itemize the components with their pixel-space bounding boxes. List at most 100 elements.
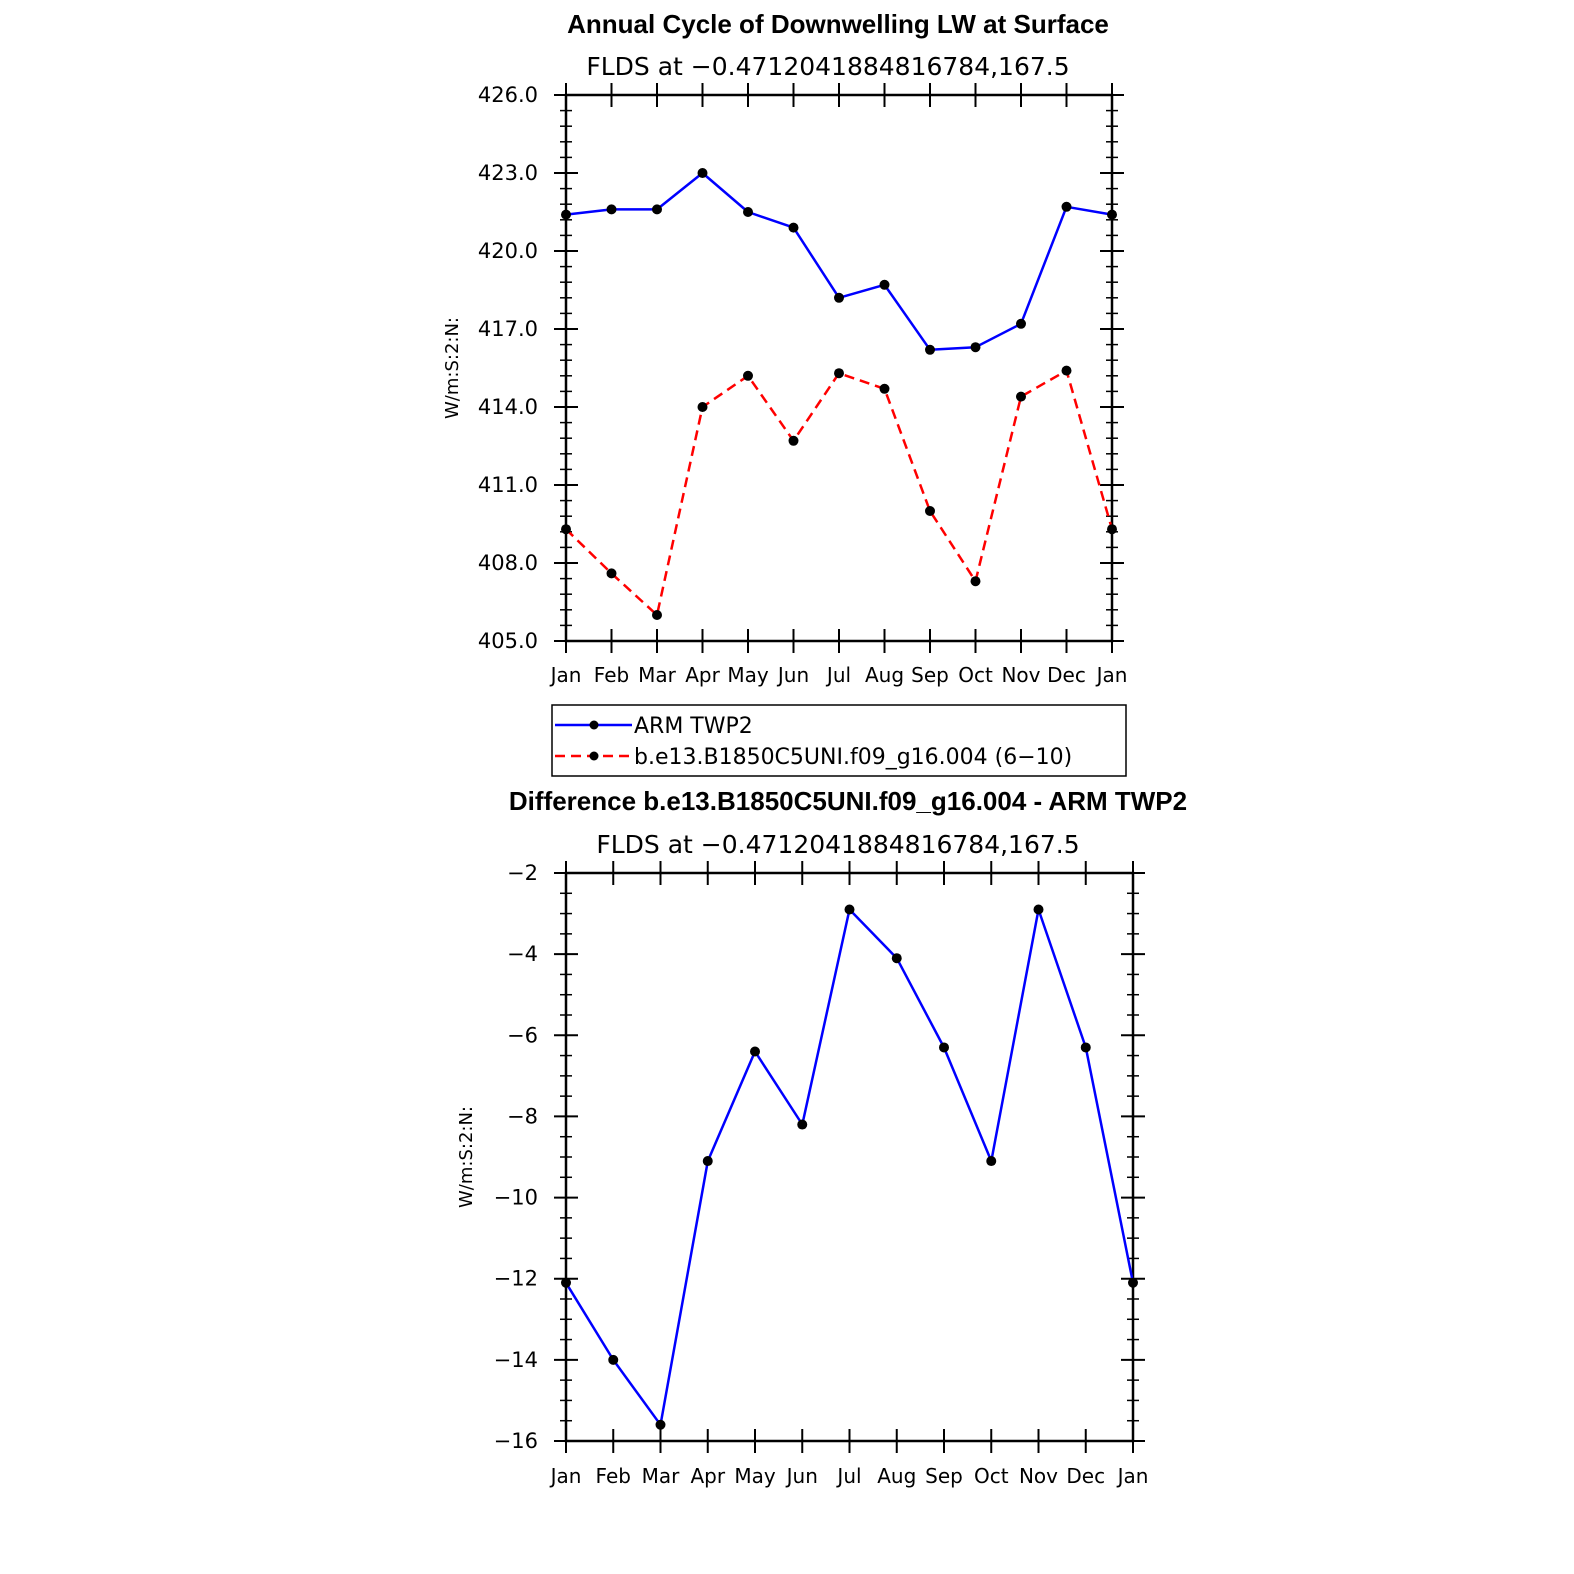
y-tick-label: 417.0 — [478, 317, 538, 341]
data-point-0-6 — [844, 904, 855, 915]
y-tick-label: 411.0 — [478, 473, 538, 497]
data-point-0-9 — [970, 342, 981, 353]
data-point-0-3 — [697, 168, 708, 178]
data-point-0-6 — [834, 292, 844, 303]
x-tick-label-jan: Jan — [1095, 663, 1128, 687]
data-point-0-2 — [655, 1419, 666, 1430]
x-tick-label-may: May — [734, 1464, 776, 1488]
data-point-0-7 — [879, 279, 890, 290]
x-tick-label-mar: Mar — [642, 1464, 681, 1488]
x-tick-label-jun: Jun — [776, 663, 809, 687]
data-point-0-5 — [797, 1119, 808, 1130]
x-tick-label-jan: Jan — [549, 663, 582, 687]
legend-label-model: b.e13.B1850C5UNI.f09_g16.004 (6−10) — [634, 745, 1072, 770]
x-tick-label-jul: Jul — [835, 1464, 861, 1488]
legend-box — [551, 704, 1127, 777]
data-point-0-8 — [925, 344, 935, 355]
data-point-0-3 — [702, 1156, 713, 1167]
x-tick-label-aug: Aug — [865, 663, 904, 687]
y-tick-label: −6 — [507, 1023, 538, 1047]
data-point-0-0 — [561, 1277, 571, 1288]
x-tick-label-apr: Apr — [690, 1464, 725, 1488]
x-tick-label-may: May — [727, 663, 769, 687]
data-point-0-2 — [652, 204, 662, 215]
x-tick-label-feb: Feb — [596, 1464, 631, 1488]
data-point-0-11 — [1061, 201, 1072, 212]
top-chart-series — [561, 168, 1117, 620]
data-point-1-11 — [1061, 365, 1072, 376]
x-tick-label-jan: Jan — [1116, 1464, 1149, 1488]
data-point-1-5 — [788, 435, 799, 446]
x-tick-label-dec: Dec — [1066, 1464, 1105, 1488]
data-point-0-11 — [1080, 1042, 1091, 1053]
y-tick-label: 405.0 — [478, 629, 538, 653]
data-point-0-1 — [608, 1354, 619, 1365]
bottom-chart-series — [561, 904, 1138, 1430]
top-chart-axes: 405.0 408.0 411.0 414.0 417.0 420.0 423.0 426.0… — [478, 83, 1128, 687]
data-point-0-5 — [788, 222, 799, 233]
data-point-1-2 — [652, 610, 662, 620]
top-chart-subtitle: FLDS at −0.4712041884816784,167.5 — [586, 52, 1069, 81]
y-tick-label: 423.0 — [478, 161, 538, 185]
data-point-1-1 — [606, 568, 617, 579]
y-tick-label: 408.0 — [478, 551, 538, 575]
data-point-1-12 — [1107, 524, 1117, 535]
bottom-chart-axes: −16 −14 −12 −10 −8 −6 −4 −2 Jan Feb Mar Apr May Jun Ju… — [494, 861, 1149, 1488]
x-tick-label-nov: Nov — [1001, 663, 1040, 687]
y-tick-label: 426.0 — [478, 83, 538, 107]
x-tick-label-aug: Aug — [877, 1464, 916, 1488]
x-tick-label-jan: Jan — [549, 1464, 582, 1488]
x-tick-label-dec: Dec — [1047, 663, 1086, 687]
legend: ARM TWP2 b.e13.B1850C5UNI.f09_g16.004 (6… — [551, 704, 1127, 777]
data-point-0-4 — [750, 1046, 760, 1057]
top-chart-panel: Annual Cycle of Downwelling LW at Surfac… — [442, 9, 1127, 687]
legend-marker-arm-twp2 — [589, 720, 599, 730]
x-tick-label-oct: Oct — [958, 663, 993, 687]
x-tick-label-apr: Apr — [685, 663, 720, 687]
data-point-0-8 — [939, 1042, 949, 1053]
data-point-1-7 — [879, 383, 890, 394]
y-tick-label: −14 — [494, 1348, 538, 1372]
y-tick-label: −8 — [507, 1104, 538, 1128]
data-point-1-6 — [834, 368, 844, 379]
data-point-1-9 — [970, 576, 981, 587]
y-tick-label: −2 — [507, 861, 538, 885]
series-line-1 — [565, 369, 1114, 617]
top-chart-ylabel: W/m:S:2:N: — [442, 317, 463, 419]
x-tick-label-nov: Nov — [1019, 1464, 1058, 1488]
y-tick-label: 414.0 — [478, 395, 538, 419]
x-tick-label-mar: Mar — [638, 663, 677, 687]
plot-frame — [564, 93, 1114, 643]
series-line-0 — [564, 908, 1135, 1427]
bottom-chart-subtitle: FLDS at −0.4712041884816784,167.5 — [596, 830, 1079, 859]
data-point-0-1 — [606, 204, 617, 215]
series-line-0 — [565, 171, 1113, 352]
legend-label-arm-twp2: ARM TWP2 — [634, 714, 753, 739]
bottom-chart-title: Difference b.e13.B1850C5UNI.f09_g16.004 … — [509, 786, 1187, 816]
data-point-1-3 — [697, 402, 708, 412]
x-tick-label-jun: Jun — [785, 1464, 818, 1488]
y-tick-label: −10 — [494, 1186, 538, 1210]
bottom-chart-ylabel: W/m:S:2:N: — [456, 1106, 477, 1208]
data-point-0-10 — [1016, 318, 1026, 329]
data-point-1-4 — [743, 370, 753, 381]
y-tick-label: −12 — [494, 1267, 538, 1291]
y-tick-label: 420.0 — [478, 239, 538, 263]
data-point-0-0 — [561, 209, 571, 220]
x-tick-label-sep: Sep — [925, 1464, 963, 1488]
bottom-chart-panel: Difference b.e13.B1850C5UNI.f09_g16.004 … — [456, 786, 1187, 1488]
x-tick-label-jul: Jul — [825, 663, 851, 687]
data-point-1-10 — [1016, 391, 1026, 402]
x-tick-label-feb: Feb — [594, 663, 629, 687]
legend-marker-model — [589, 751, 599, 761]
y-tick-label: −16 — [494, 1429, 538, 1453]
data-point-0-7 — [891, 953, 902, 964]
x-tick-label-oct: Oct — [974, 1464, 1009, 1488]
top-chart-title: Annual Cycle of Downwelling LW at Surfac… — [567, 9, 1109, 39]
data-point-0-12 — [1128, 1277, 1138, 1288]
x-tick-label-sep: Sep — [911, 663, 949, 687]
data-point-0-9 — [986, 1156, 997, 1167]
data-point-1-0 — [561, 524, 571, 535]
data-point-0-4 — [743, 207, 753, 217]
